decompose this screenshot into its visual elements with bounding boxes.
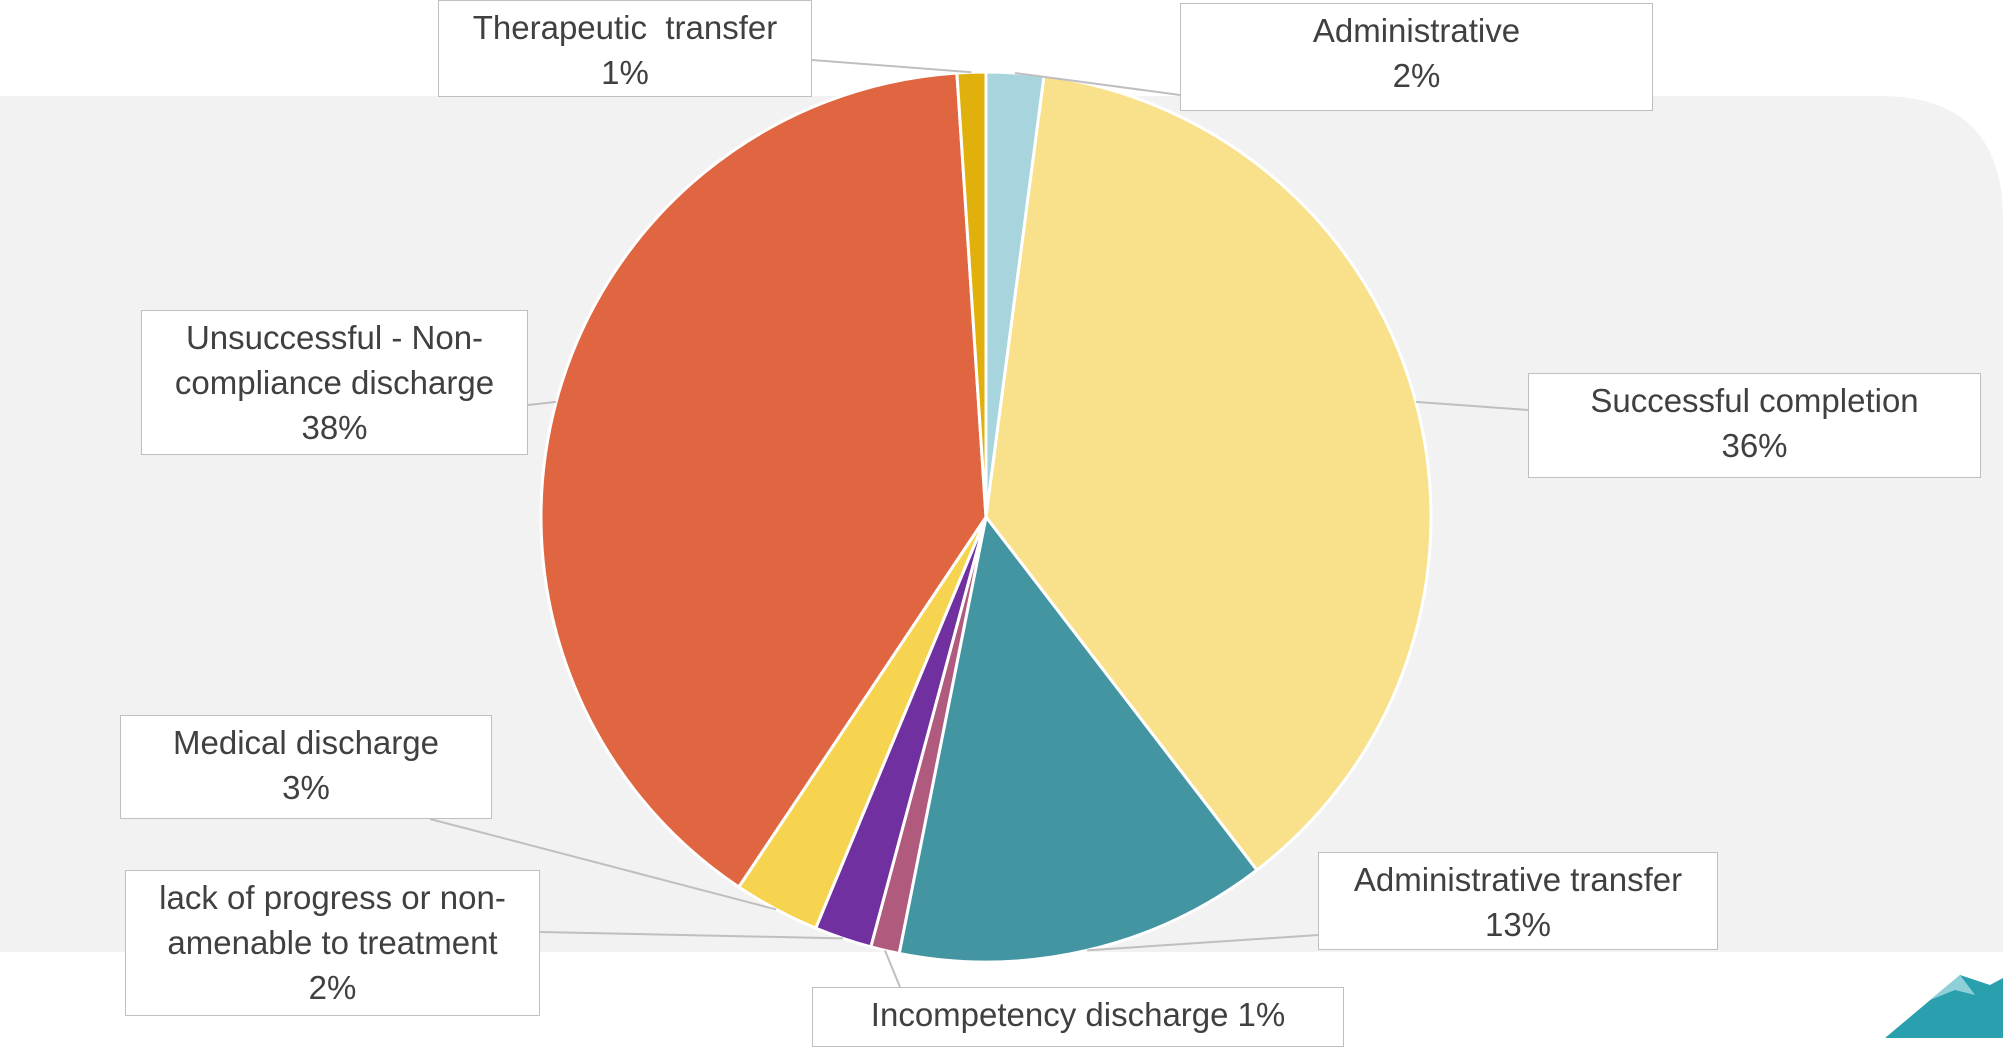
leader-line	[1086, 934, 1319, 952]
category-label: Unsuccessful - Non-compliance discharge	[174, 319, 495, 401]
value-label: 1%	[601, 54, 649, 91]
leader-line	[527, 400, 557, 406]
data-label: Unsuccessful - Non-compliance discharge 3…	[141, 310, 528, 455]
category-label: Administrative transfer	[1353, 861, 1683, 898]
value-label: 13%	[1484, 906, 1552, 943]
category-label: Medical discharge	[173, 724, 439, 761]
category-label: Administrative	[1312, 12, 1521, 49]
leader-lines	[429, 59, 1529, 988]
data-label: Administrative transfer 13%	[1318, 852, 1718, 950]
logo	[1885, 975, 2003, 1038]
value-label: 1%	[1237, 996, 1286, 1033]
slices	[539, 70, 1433, 964]
data-label: Medical discharge 3%	[120, 715, 492, 819]
value-label: 3%	[282, 769, 330, 806]
pie-slice	[539, 71, 988, 890]
leader-line	[1415, 400, 1529, 411]
value-label: 2%	[1392, 57, 1441, 94]
leader-line	[884, 949, 901, 988]
data-label: lack of progress or non-amenable to trea…	[125, 870, 540, 1016]
category-label: Therapeutic transfer	[472, 9, 778, 46]
pie-slice	[955, 70, 988, 518]
category-label: lack of progress or non-amenable to trea…	[159, 879, 506, 961]
category-label: Incompetency discharge	[870, 996, 1229, 1033]
value-label: 38%	[301, 409, 368, 446]
data-label: Successful completion 36%	[1528, 373, 1981, 478]
leader-line	[539, 931, 843, 940]
leader-line	[1014, 71, 1181, 96]
value-label: 2%	[308, 969, 357, 1006]
leader-line	[429, 818, 777, 911]
data-label: Incompetency discharge 1%	[812, 987, 1344, 1047]
pie-slice	[984, 74, 1433, 873]
data-label: Therapeutic transfer 1%	[438, 0, 812, 97]
data-label: Administrative 2%	[1180, 3, 1653, 111]
leader-line	[811, 59, 972, 74]
value-label: 36%	[1721, 427, 1788, 464]
category-label: Successful completion	[1590, 382, 1919, 419]
